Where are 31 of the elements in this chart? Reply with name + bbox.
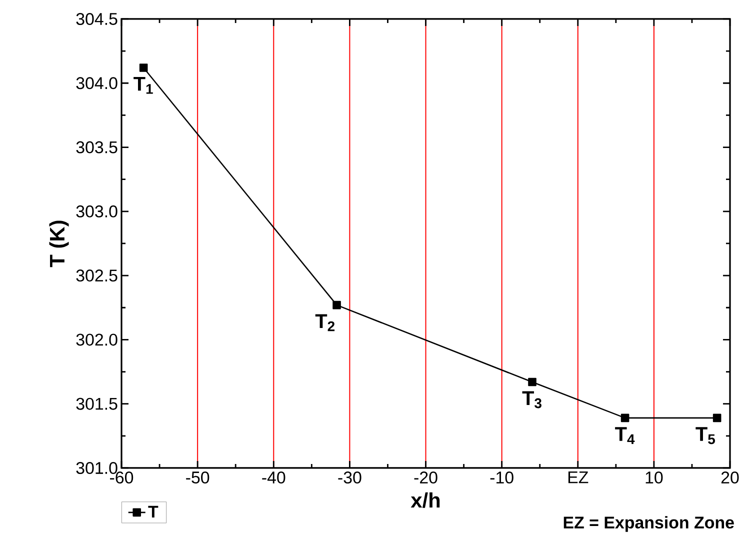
x-tick-label: -60 bbox=[110, 472, 134, 484]
y-tick-label: 302.5 bbox=[76, 270, 118, 282]
x-tick-label: -10 bbox=[490, 472, 514, 484]
point bbox=[332, 300, 341, 310]
annotation: T$_{4}$ bbox=[615, 427, 635, 444]
x-tick-label: -20 bbox=[414, 472, 438, 484]
annotation: T$_{2}$ bbox=[315, 314, 335, 332]
text: EZ = Expansion Zone bbox=[564, 516, 734, 532]
annotation: T$_{3}$ bbox=[522, 391, 542, 408]
y-tick-label: 303.0 bbox=[76, 205, 118, 218]
legend-label: T bbox=[148, 506, 158, 518]
y-tick-label: 304.0 bbox=[76, 77, 118, 90]
x-tick-label: 20 bbox=[721, 472, 739, 484]
y-tick-label: 301.0 bbox=[76, 462, 118, 474]
annotation: T$_{1}$ bbox=[134, 76, 153, 94]
x-tick-label: -40 bbox=[262, 472, 286, 484]
point bbox=[528, 378, 536, 386]
x-tick-label: EZ bbox=[568, 472, 588, 484]
point bbox=[620, 414, 630, 422]
x-tick-label: -30 bbox=[338, 472, 362, 484]
annotation: T$_{5}$ bbox=[696, 427, 715, 444]
x-tick-label: 10 bbox=[646, 472, 663, 484]
point bbox=[712, 414, 722, 422]
x-axis-title: x/h bbox=[410, 492, 440, 508]
y-tick-label: 303.5 bbox=[76, 141, 118, 154]
point bbox=[139, 64, 148, 72]
y-tick-label: 301.5 bbox=[76, 398, 118, 410]
x-tick-label: -50 bbox=[186, 472, 210, 484]
y-tick-label: 302.0 bbox=[76, 334, 118, 346]
y-axis-title: T (K) bbox=[49, 220, 69, 268]
y-tick-label: 304.5 bbox=[76, 12, 118, 25]
